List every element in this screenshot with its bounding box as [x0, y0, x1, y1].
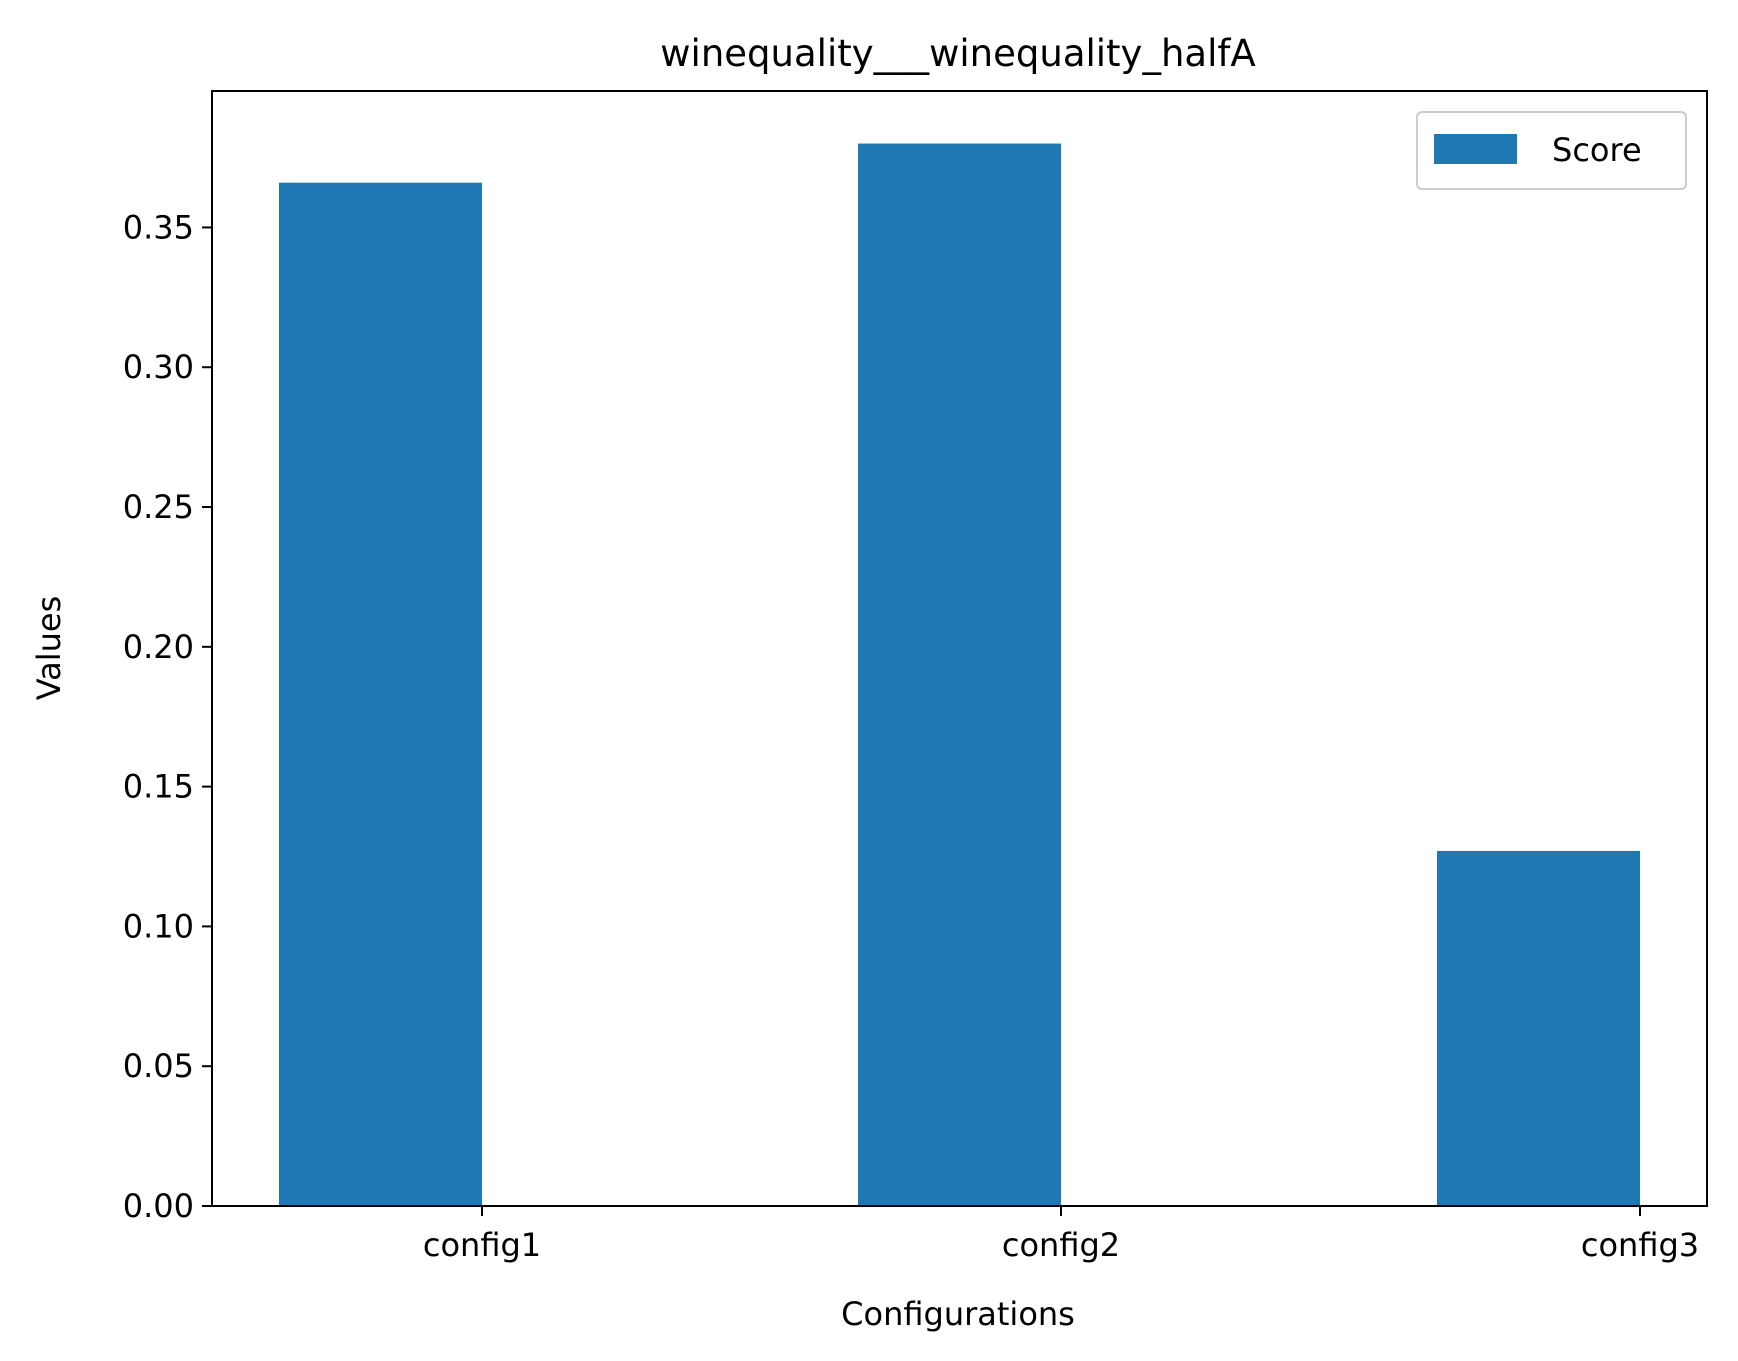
- y-tick-label: 0.00: [123, 1187, 194, 1225]
- x-axis: config1 config2 config3: [423, 1206, 1699, 1264]
- chart-title: winequality___winequality_halfA: [660, 32, 1255, 75]
- x-tick-label: config1: [423, 1226, 541, 1264]
- y-axis: 0.00 0.05 0.10 0.15 0.20 0.25 0.30 0.35: [123, 208, 212, 1225]
- y-axis-label: Values: [30, 596, 68, 701]
- y-tick-label: 0.20: [123, 628, 194, 666]
- y-tick-label: 0.10: [123, 907, 194, 945]
- y-tick-label: 0.15: [123, 768, 194, 806]
- y-tick-label: 0.30: [123, 348, 194, 386]
- bar-config3: [1437, 850, 1640, 1206]
- legend-box: [1416, 111, 1687, 190]
- x-tick-label: config2: [1002, 1226, 1120, 1264]
- bar-config1: [279, 182, 482, 1207]
- plot-frame: [211, 90, 1708, 1207]
- y-tick-label: 0.25: [123, 488, 194, 526]
- legend: Score: [1416, 111, 1687, 190]
- x-axis-label: Configurations: [841, 1295, 1075, 1333]
- legend-swatch-score: [1434, 134, 1517, 164]
- bar-config2: [858, 143, 1061, 1206]
- y-tick-label: 0.05: [123, 1047, 194, 1085]
- bars-group: [279, 143, 1640, 1207]
- y-tick-label: 0.35: [123, 208, 194, 246]
- legend-label-score: Score: [1552, 131, 1642, 169]
- x-tick-label: config3: [1581, 1226, 1699, 1264]
